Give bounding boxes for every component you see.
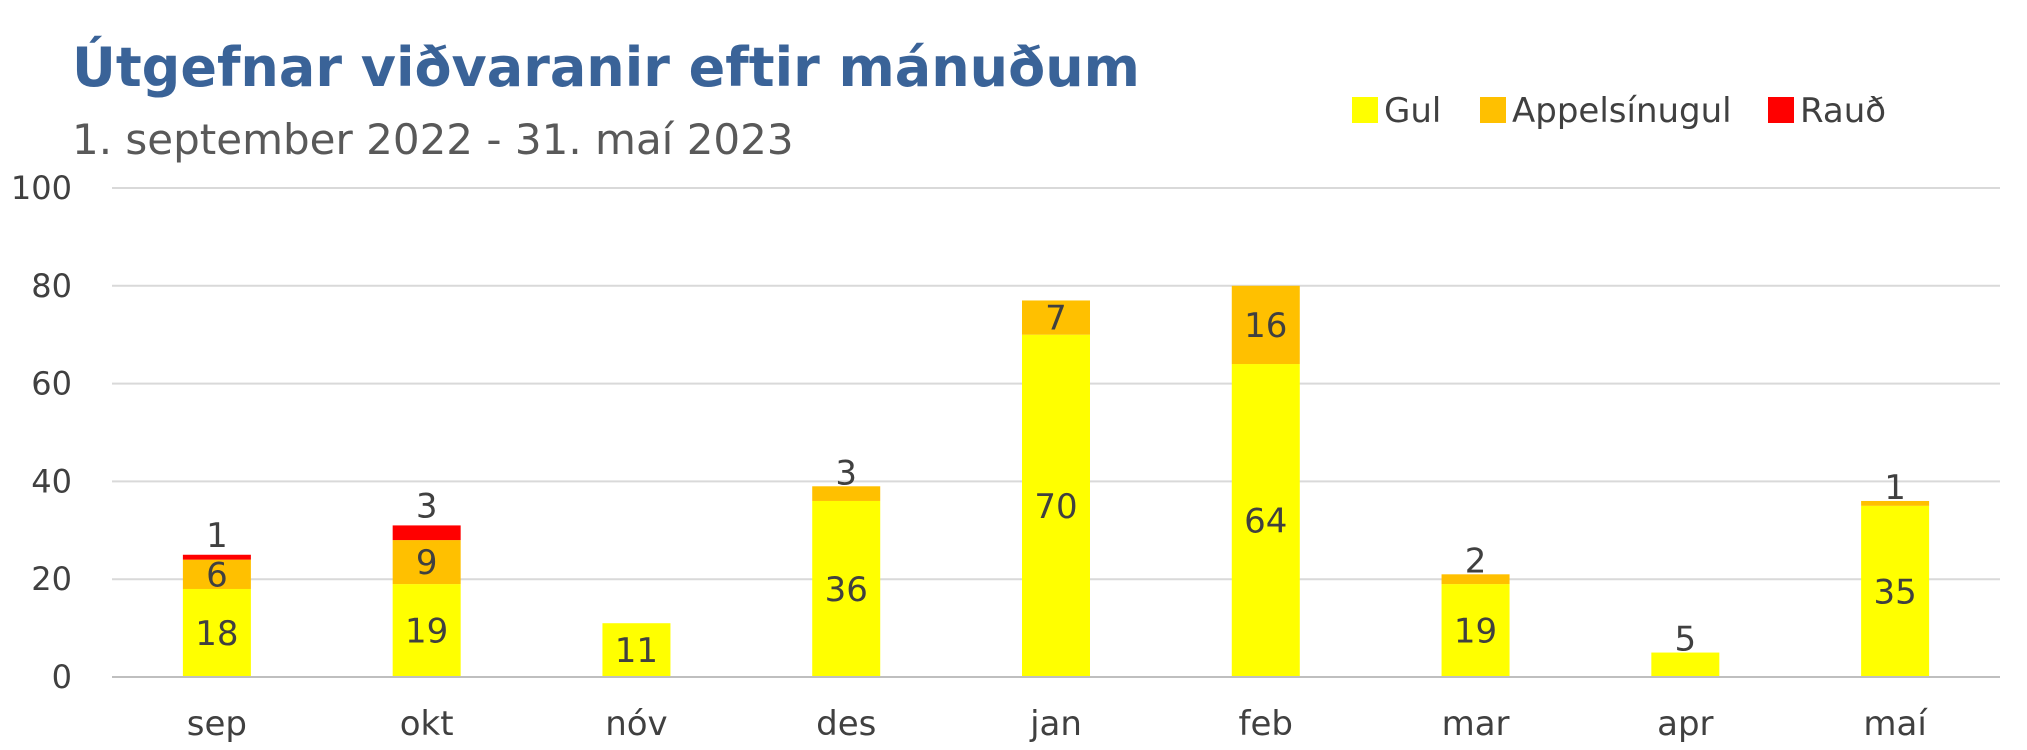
bar-segment <box>1861 500 1930 506</box>
x-tick-label: mar <box>1442 704 1510 744</box>
data-label: 3 <box>835 453 857 493</box>
data-label: 5 <box>1675 620 1697 660</box>
bar-segment <box>182 588 251 677</box>
bar-segment <box>392 540 461 585</box>
data-label: 6 <box>206 555 228 595</box>
data-label: 70 <box>1034 487 1077 527</box>
legend-swatch <box>1352 97 1378 123</box>
chart-subtitle: 1. september 2022 - 31. maí 2023 <box>72 115 794 164</box>
bar-segment <box>602 623 671 677</box>
legend-swatch <box>1480 97 1506 123</box>
x-tick-label: apr <box>1657 704 1713 744</box>
x-axis-labels: sep okt nóv des jan feb mar apr maí <box>187 704 1929 744</box>
x-tick-label: jan <box>1029 704 1082 744</box>
bar-segment <box>182 559 251 589</box>
chart-title: Útgefnar viðvaranir eftir mánuðum <box>72 36 1140 99</box>
bar-segment <box>1022 334 1090 677</box>
data-label: 64 <box>1244 502 1287 542</box>
bar-segment <box>1441 574 1510 585</box>
x-tick-label: sep <box>187 704 247 744</box>
data-label: 18 <box>195 614 238 654</box>
x-tick-label: des <box>816 704 876 744</box>
bar-segment <box>392 525 461 541</box>
data-label: 3 <box>416 486 438 526</box>
data-label: 9 <box>416 543 438 583</box>
legend-label: Rauð <box>1800 91 1886 131</box>
data-label: 11 <box>615 631 658 671</box>
y-tick-label: 80 <box>31 267 72 305</box>
data-label: 1 <box>206 516 228 556</box>
x-tick-label: okt <box>400 704 454 744</box>
data-label: 7 <box>1045 299 1067 339</box>
bar-segment <box>392 584 461 677</box>
legend-label: Appelsínugul <box>1512 91 1732 131</box>
y-tick-label: 0 <box>52 658 72 696</box>
data-label: 1 <box>1884 468 1906 508</box>
y-axis-ticks: 0 20 40 60 80 100 <box>11 169 72 696</box>
y-tick-label: 40 <box>31 462 72 500</box>
bar-segment <box>1231 285 1300 365</box>
bar-segment <box>812 486 881 501</box>
data-label: 19 <box>405 612 448 652</box>
bar-segment <box>1231 364 1300 677</box>
x-tick-label: maí <box>1863 704 1928 744</box>
bar-segment <box>1022 300 1090 335</box>
data-label: 16 <box>1244 306 1287 346</box>
bar-segment <box>182 554 251 560</box>
y-tick-label: 60 <box>31 365 72 403</box>
bar-segment <box>1651 652 1720 677</box>
data-label: 2 <box>1465 541 1487 581</box>
x-tick-label: feb <box>1239 704 1293 744</box>
data-label: 19 <box>1454 612 1497 652</box>
y-tick-label: 100 <box>11 169 72 207</box>
bar-segment <box>1861 505 1930 677</box>
x-tick-label: nóv <box>605 704 667 744</box>
bar-segment <box>1441 584 1510 677</box>
data-label: 35 <box>1873 572 1916 612</box>
data-label: 36 <box>825 570 868 610</box>
y-tick-label: 20 <box>31 560 72 598</box>
legend-swatch <box>1768 97 1794 123</box>
bar-segment <box>812 500 881 677</box>
legend-label: Gul <box>1384 91 1441 131</box>
legend: Gul Appelsínugul Rauð <box>1352 91 1886 131</box>
